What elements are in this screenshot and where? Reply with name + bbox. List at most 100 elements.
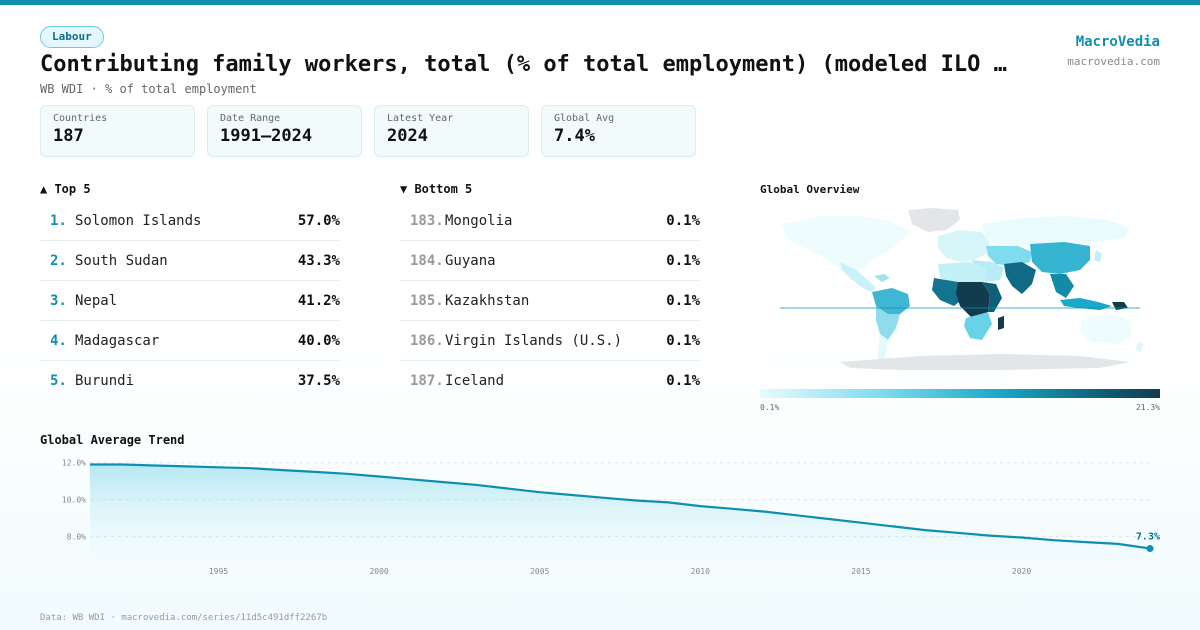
stat-label: Countries — [53, 113, 108, 124]
rank: 1. — [50, 212, 67, 229]
top5-list: 1. Solomon Islands 57.0% 2. South Sudan 43… — [40, 201, 340, 401]
map-region-indonesia[interactable] — [1060, 298, 1112, 310]
rank: 183. — [410, 212, 444, 229]
map-legend-min: 0.1% — [760, 403, 780, 412]
country-value: 0.1% — [666, 212, 700, 229]
country-value: 37.5% — [297, 373, 340, 389]
x-tick-label: 2010 — [691, 567, 710, 576]
list-item[interactable]: 184. Guyana 0.1% — [400, 241, 700, 281]
rank: 2. — [50, 252, 67, 269]
x-tick-label: 2015 — [851, 567, 870, 576]
map-region-south-america-central[interactable] — [876, 306, 900, 340]
country-value: 40.0% — [297, 332, 340, 349]
country-value: 0.1% — [666, 252, 700, 269]
trend-area — [90, 464, 1150, 559]
map-region-new-zealand[interactable] — [1136, 342, 1144, 352]
map-region-central-america[interactable] — [840, 262, 876, 292]
map-region-madagascar[interactable] — [998, 316, 1004, 330]
stat-label: Global Avg — [554, 113, 615, 124]
x-tick-label: 2000 — [369, 567, 388, 576]
map-region-east-africa[interactable] — [982, 282, 1002, 312]
map-legend-max: 21.3% — [1135, 403, 1160, 412]
country-name: Burundi — [75, 373, 135, 389]
list-item[interactable]: 1. Solomon Islands 57.0% — [40, 201, 340, 241]
map-region-antarctica[interactable] — [840, 354, 1130, 370]
stat-value: 1991–2024 — [220, 126, 313, 146]
map-heading: Global Overview — [760, 183, 860, 196]
list-item[interactable]: 185. Kazakhstan 0.1% — [400, 281, 700, 321]
x-tick-label: 2020 — [1012, 567, 1031, 576]
map-region-australia[interactable] — [1080, 314, 1132, 344]
x-tick-label: 2005 — [530, 567, 549, 576]
rank: 3. — [50, 292, 67, 309]
map-region-caribbean[interactable] — [874, 274, 890, 282]
stat-value: 187 — [53, 126, 84, 146]
brand[interactable]: MacroVedia macrovedia.com — [1067, 34, 1160, 68]
top-accent-bar — [0, 0, 1200, 5]
list-item[interactable]: 186. Virgin Islands (U.S.) 0.1% — [400, 321, 700, 361]
list-item[interactable]: 4. Madagascar 40.0% — [40, 321, 340, 361]
stat-label: Date Range — [220, 113, 281, 124]
stat-value: 7.4% — [554, 126, 595, 146]
map-region-greenland[interactable] — [908, 208, 960, 232]
stat-card-latest-year: Latest Year 2024 — [374, 105, 529, 157]
rank: 184. — [410, 252, 444, 269]
list-item[interactable]: 2. South Sudan 43.3% — [40, 241, 340, 281]
country-name: Solomon Islands — [75, 212, 202, 229]
list-item[interactable]: 3. Nepal 41.2% — [40, 281, 340, 321]
stat-card-date-range: Date Range 1991–2024 — [207, 105, 362, 157]
country-name: Madagascar — [75, 332, 160, 349]
map-region-russia[interactable] — [982, 216, 1130, 246]
category-badge[interactable]: Labour — [40, 26, 104, 48]
country-name: Kazakhstan — [445, 292, 530, 309]
map-region-south-america-north[interactable] — [872, 288, 910, 314]
map-region-central-africa[interactable] — [956, 282, 990, 318]
page-subtitle: WB WDI · % of total employment — [40, 82, 257, 96]
country-value: 0.1% — [666, 373, 700, 389]
list-item[interactable]: 187. Iceland 0.1% — [400, 361, 700, 401]
x-tick-label: 1995 — [209, 567, 228, 576]
list-item[interactable]: 183. Mongolia 0.1% — [400, 201, 700, 241]
page-title: Contributing family workers, total (% of… — [40, 52, 1007, 77]
global-average-trend-chart[interactable]: 8.0% 10.0% 12.0% 1995 2000 2005 2010 2015 2020 7.… — [40, 455, 1170, 585]
brand-url[interactable]: macrovedia.com — [1067, 55, 1160, 68]
stat-card-countries: Countries 187 — [40, 105, 195, 157]
map-region-north-africa[interactable] — [938, 262, 986, 284]
map-region-south-asia[interactable] — [1004, 262, 1036, 294]
stat-value: 2024 — [387, 126, 428, 146]
trend-last-label: 7.3% — [1136, 532, 1160, 543]
map-region-southern-africa[interactable] — [964, 312, 992, 340]
y-tick-label: 12.0% — [62, 459, 86, 468]
map-region-north-america[interactable] — [782, 216, 910, 274]
bottom5-list: 183. Mongolia 0.1% 184. Guyana 0.1% 185. Ka… — [400, 201, 700, 401]
country-value: 57.0% — [297, 212, 340, 229]
footer-source: Data: WB WDI · macrovedia.com/series/11d… — [40, 613, 328, 623]
trend-line[interactable] — [90, 463, 1151, 550]
country-name: Iceland — [445, 373, 505, 389]
rank: 187. — [410, 373, 444, 389]
y-tick-label: 8.0% — [67, 533, 86, 542]
country-value: 43.3% — [297, 252, 340, 269]
map-region-central-asia[interactable] — [986, 246, 1032, 266]
list-item[interactable]: 5. Burundi 37.5% — [40, 361, 340, 401]
map-region-southeast-asia[interactable] — [1050, 274, 1074, 298]
map-region-west-africa[interactable] — [932, 278, 964, 306]
trend-last-point[interactable] — [1146, 545, 1154, 553]
rank: 186. — [410, 332, 444, 349]
country-name: Mongolia — [445, 212, 513, 229]
map-legend-gradient — [760, 389, 1160, 398]
map-region-east-asia[interactable] — [1030, 242, 1090, 274]
stat-card-global-avg: Global Avg 7.4% — [541, 105, 696, 157]
country-value: 0.1% — [666, 292, 700, 309]
top5-heading: ▲ Top 5 — [40, 182, 91, 196]
stat-label: Latest Year — [387, 113, 454, 124]
map-region-papua-new-guinea[interactable] — [1112, 302, 1128, 310]
country-value: 0.1% — [666, 332, 700, 349]
map-region-europe[interactable] — [938, 230, 990, 262]
brand-name[interactable]: MacroVedia — [1075, 34, 1160, 50]
rank: 185. — [410, 292, 444, 309]
world-choropleth-map[interactable] — [760, 202, 1160, 382]
country-name: Nepal — [75, 292, 118, 309]
country-name: Virgin Islands (U.S.) — [445, 332, 623, 349]
map-region-japan[interactable] — [1094, 250, 1102, 262]
